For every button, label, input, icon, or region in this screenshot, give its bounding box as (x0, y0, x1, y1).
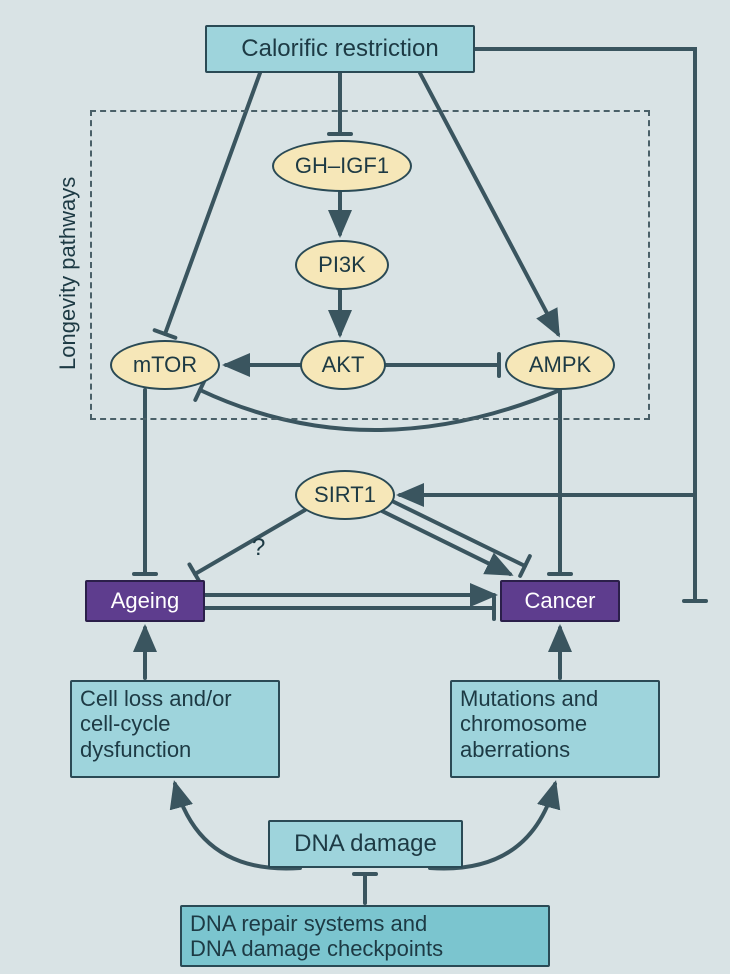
node-label-mutations: Mutations and chromosome aberrations (452, 682, 606, 766)
node-cellloss: Cell loss and/or cell-cycle dysfunction (70, 680, 280, 778)
node-sirt1: SIRT1 (295, 470, 395, 520)
node-cancer: Cancer (500, 580, 620, 622)
node-label-calorific: Calorific restriction (233, 31, 446, 67)
edge-sirt1-cancer-i-bar (520, 556, 530, 576)
node-label-cancer: Cancer (517, 584, 604, 617)
question-mark: ? (252, 534, 265, 562)
node-label-pi3k: PI3K (310, 248, 374, 281)
node-label-ghigf1: GH–IGF1 (287, 149, 397, 182)
node-label-mtor: mTOR (125, 348, 205, 381)
node-label-cellloss: Cell loss and/or cell-cycle dysfunction (72, 682, 240, 766)
node-akt: AKT (300, 340, 386, 390)
node-label-sirt1: SIRT1 (306, 478, 384, 511)
node-dnadamage: DNA damage (268, 820, 463, 868)
node-label-ampk: AMPK (521, 348, 599, 381)
node-label-dnadamage: DNA damage (286, 826, 445, 862)
node-ageing: Ageing (85, 580, 205, 622)
node-ampk: AMPK (505, 340, 615, 390)
edge-sirt1-cancer-a (380, 510, 510, 574)
node-mtor: mTOR (110, 340, 220, 390)
node-label-dnarepair: DNA repair systems and DNA damage checkp… (182, 907, 451, 966)
node-calorific: Calorific restriction (205, 25, 475, 73)
node-pi3k: PI3K (295, 240, 389, 290)
edge-sirt1-to-ageing (195, 510, 305, 574)
node-mutations: Mutations and chromosome aberrations (450, 680, 660, 778)
longevity-pathways-label: Longevity pathways (55, 177, 81, 370)
node-ghigf1: GH–IGF1 (272, 140, 412, 192)
edge-sirt1-cancer-i (390, 500, 525, 566)
node-label-akt: AKT (314, 348, 373, 381)
node-dnarepair: DNA repair systems and DNA damage checkp… (180, 905, 550, 967)
diagram-canvas: { "background_color": "#d9e3e5", "fonts"… (0, 0, 730, 974)
node-label-ageing: Ageing (103, 584, 188, 617)
